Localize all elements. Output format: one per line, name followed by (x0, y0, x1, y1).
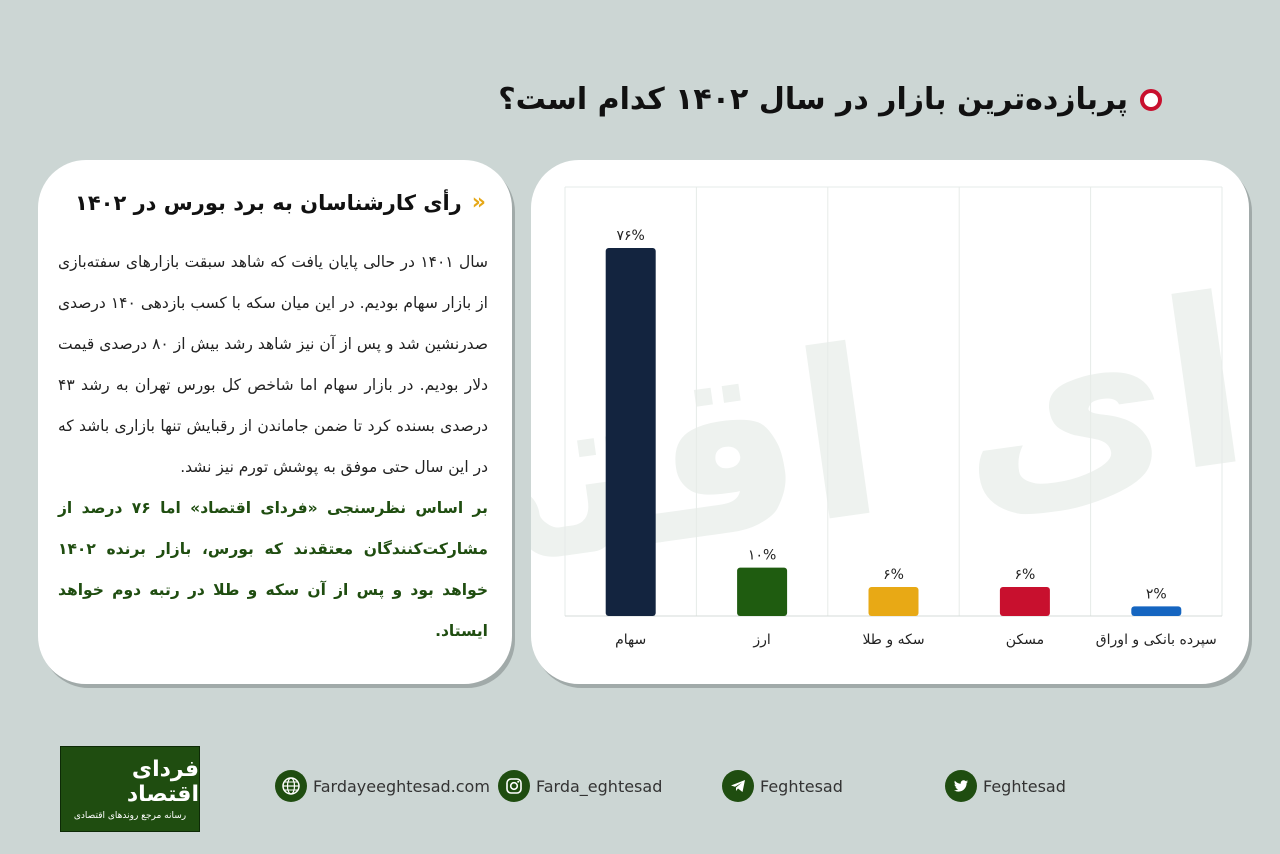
card-body: سال ۱۴۰۱ در حالی پایان یافت که شاهد سبقت… (58, 242, 488, 652)
category-label: مسکن (1006, 632, 1044, 648)
bar-value-label: ۲% (1146, 586, 1167, 602)
twitter-text: Feghtesad (983, 776, 1066, 796)
body-paragraph: سال ۱۴۰۱ در حالی پایان یافت که شاهد سبقت… (58, 253, 488, 476)
category-label: سکه و طلا (862, 632, 924, 648)
chart-card: فردای اقتصاد ۷۶% سهام ۱۰% ارز ۶% سکه و طلا ۶% م… (531, 160, 1249, 684)
card-heading-text: رأی کارشناسان به برد بورس در ۱۴۰۲ (75, 190, 462, 215)
bar-value-label: ۶% (1014, 567, 1035, 583)
telegram-icon (722, 770, 754, 802)
highlight-paragraph: بر اساس نظرسنجی «فردای اقتصاد» اما ۷۶ در… (58, 499, 488, 640)
bar-5 (1131, 606, 1182, 616)
bar-3 (868, 586, 919, 616)
website-link[interactable]: Fardayeeghtesad.com (275, 770, 490, 802)
instagram-link[interactable]: Farda_eghtesad (498, 770, 662, 802)
instagram-icon (498, 770, 530, 802)
logo-text: فردای اقتصاد (126, 757, 199, 807)
category-label: سهام (615, 632, 646, 648)
telegram-text: Feghtesad (760, 776, 843, 796)
website-text: Fardayeeghtesad.com (313, 776, 490, 796)
twitter-link[interactable]: Feghtesad (945, 770, 1066, 802)
double-chevron-icon: « (471, 190, 486, 215)
logo-subtext: رسانه مرجع روندهای اقتصادی (73, 811, 187, 821)
bar-2 (737, 567, 788, 616)
bullet-icon (1140, 88, 1162, 111)
category-label: سپرده بانکی و اوراق (1096, 632, 1217, 648)
bar-value-label: ۱۰% (748, 548, 776, 564)
commentary-card: « رأی کارشناسان به برد بورس در ۱۴۰۲ سال … (38, 160, 512, 684)
bar-1 (605, 248, 656, 616)
brand-logo: فردای اقتصاد رسانه مرجع روندهای اقتصادی (60, 746, 200, 832)
twitter-icon (945, 770, 977, 802)
title-text: پربازده‌ترین بازار در سال ۱۴۰۲ کدام است؟ (498, 82, 1128, 117)
instagram-text: Farda_eghtesad (536, 776, 663, 796)
footer: فردای اقتصاد رسانه مرجع روندهای اقتصادی … (0, 740, 1280, 840)
card-heading: « رأی کارشناسان به برد بورس در ۱۴۰۲ (68, 190, 486, 215)
bar-value-label: ۶% (883, 567, 904, 583)
main-title: پربازده‌ترین بازار در سال ۱۴۰۲ کدام است؟ (462, 82, 1162, 117)
bar-chart: ۷۶% سهام ۱۰% ارز ۶% سکه و طلا ۶% مسکن ۲% سپرده با… (564, 186, 1223, 648)
bar-value-label: ۷۶% (617, 228, 645, 244)
globe-icon (275, 770, 307, 802)
category-label: ارز (752, 632, 770, 648)
bar-4 (999, 586, 1050, 616)
telegram-link[interactable]: Feghtesad (722, 770, 843, 802)
